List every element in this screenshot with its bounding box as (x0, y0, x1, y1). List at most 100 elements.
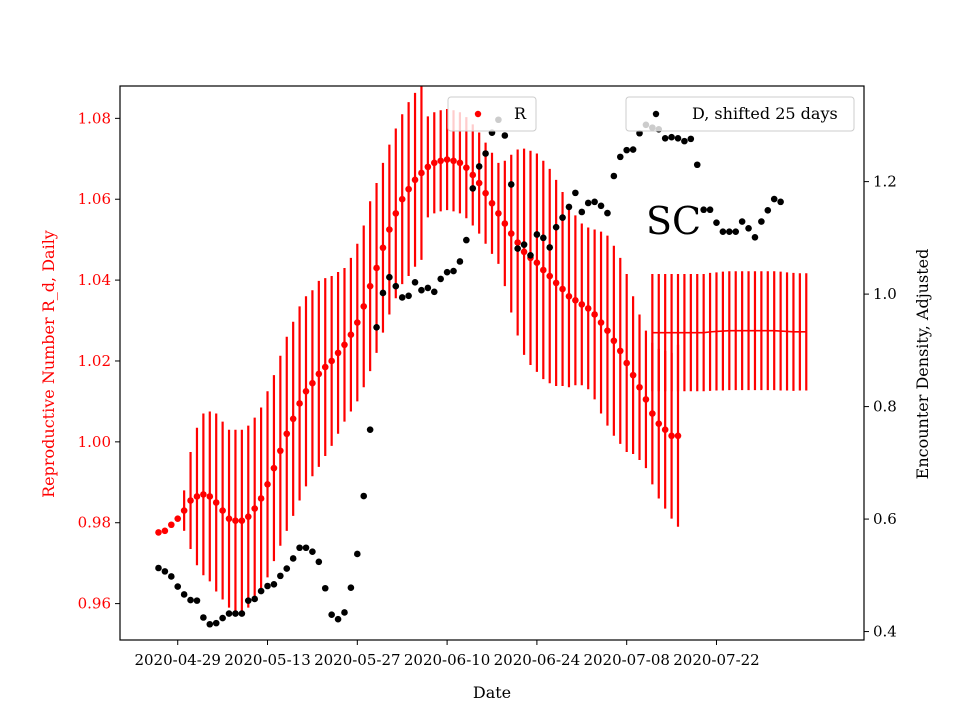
d-point (257, 587, 265, 595)
right-y-axis-label: Encounter Density, Adjusted (913, 249, 932, 480)
d-point (713, 219, 720, 226)
d-point (764, 206, 772, 214)
d-point (591, 198, 598, 206)
r-series-layer (155, 86, 808, 612)
r-point (398, 195, 406, 203)
d-point (482, 150, 489, 157)
left-y-tick-label: 1.02 (78, 352, 111, 370)
d-point (424, 284, 432, 292)
r-point (623, 359, 630, 367)
d-point (693, 161, 701, 169)
d-point (244, 597, 252, 604)
d-point (168, 573, 175, 580)
r-point (642, 396, 650, 403)
d-point (661, 135, 669, 142)
r-point (629, 371, 637, 379)
d-point (584, 199, 592, 207)
d-point (700, 206, 707, 214)
d-point (629, 146, 637, 153)
r-point (572, 297, 579, 304)
r-point (206, 493, 214, 500)
legend-d: D, shifted 25 days (625, 96, 855, 132)
d-point (758, 218, 765, 225)
legend-r-box (447, 96, 537, 132)
r-point (360, 303, 368, 310)
d-point (469, 185, 477, 192)
legend-d-box (625, 96, 855, 132)
x-tick-label: 2020-05-13 (224, 651, 310, 669)
d-point (225, 610, 233, 617)
r-point (540, 266, 547, 274)
d-point (180, 591, 188, 598)
d-point (418, 286, 425, 294)
r-point (283, 430, 291, 438)
r-point (514, 239, 521, 246)
r-point (232, 517, 239, 525)
d-point (540, 234, 547, 242)
r-point (584, 305, 592, 312)
r-point (296, 400, 303, 407)
d-point (527, 251, 534, 259)
r-point (463, 164, 470, 171)
d-point (430, 288, 438, 296)
d-point (732, 228, 740, 235)
r-point (334, 349, 342, 357)
left-y-tick-label: 0.96 (78, 595, 111, 613)
d-point (687, 135, 695, 143)
d-point (751, 233, 759, 241)
r-point (193, 493, 201, 500)
d-point (200, 614, 207, 621)
x-tick-label: 2020-06-24 (494, 651, 580, 669)
d-point (668, 133, 675, 141)
d-point (559, 214, 566, 221)
d-point (232, 610, 239, 617)
r-point (328, 357, 335, 365)
d-point (328, 611, 335, 618)
r-point (366, 282, 374, 290)
d-point (155, 564, 162, 572)
d-point (463, 236, 470, 244)
legend-r-marker (474, 110, 482, 118)
r-point (309, 379, 316, 387)
x-tick-label: 2020-06-10 (404, 651, 490, 669)
x-tick-label: 2020-05-27 (314, 651, 400, 669)
d-point (193, 597, 201, 604)
state-annotation: SC (646, 199, 701, 243)
r-point (200, 491, 207, 498)
left-y-tick-label: 1.06 (78, 190, 111, 208)
d-point (296, 544, 303, 552)
d-point (636, 129, 643, 137)
r-projection-line (652, 329, 807, 334)
x-axis-label: Date (473, 683, 511, 702)
r-point (161, 527, 169, 535)
d-point (604, 209, 611, 217)
r-point (450, 157, 457, 165)
r-point (597, 319, 605, 326)
d-point (546, 244, 554, 251)
r-point (501, 220, 509, 227)
plot-frame (119, 85, 865, 641)
d-point (309, 548, 316, 555)
d-point (321, 584, 329, 592)
d-point (674, 135, 682, 142)
d-point (706, 206, 714, 214)
r-point (212, 499, 220, 506)
d-point (360, 492, 368, 500)
d-point (379, 289, 387, 297)
r-point (507, 230, 515, 237)
d-point (392, 282, 400, 290)
d-point (174, 583, 182, 590)
d-point (334, 615, 342, 623)
d-point (565, 203, 573, 211)
r-point (488, 199, 496, 207)
right-y-axis: 0.4 0.6 0.8 1.0 1.2 (864, 173, 897, 641)
left-y-tick-label: 1.08 (78, 109, 111, 127)
d-point (520, 241, 528, 248)
d-point (238, 610, 246, 617)
d-point (161, 568, 169, 575)
d-point (507, 181, 515, 188)
r-point (354, 319, 361, 326)
r-point (187, 497, 194, 504)
d-point (206, 620, 214, 628)
r-point (386, 226, 393, 233)
